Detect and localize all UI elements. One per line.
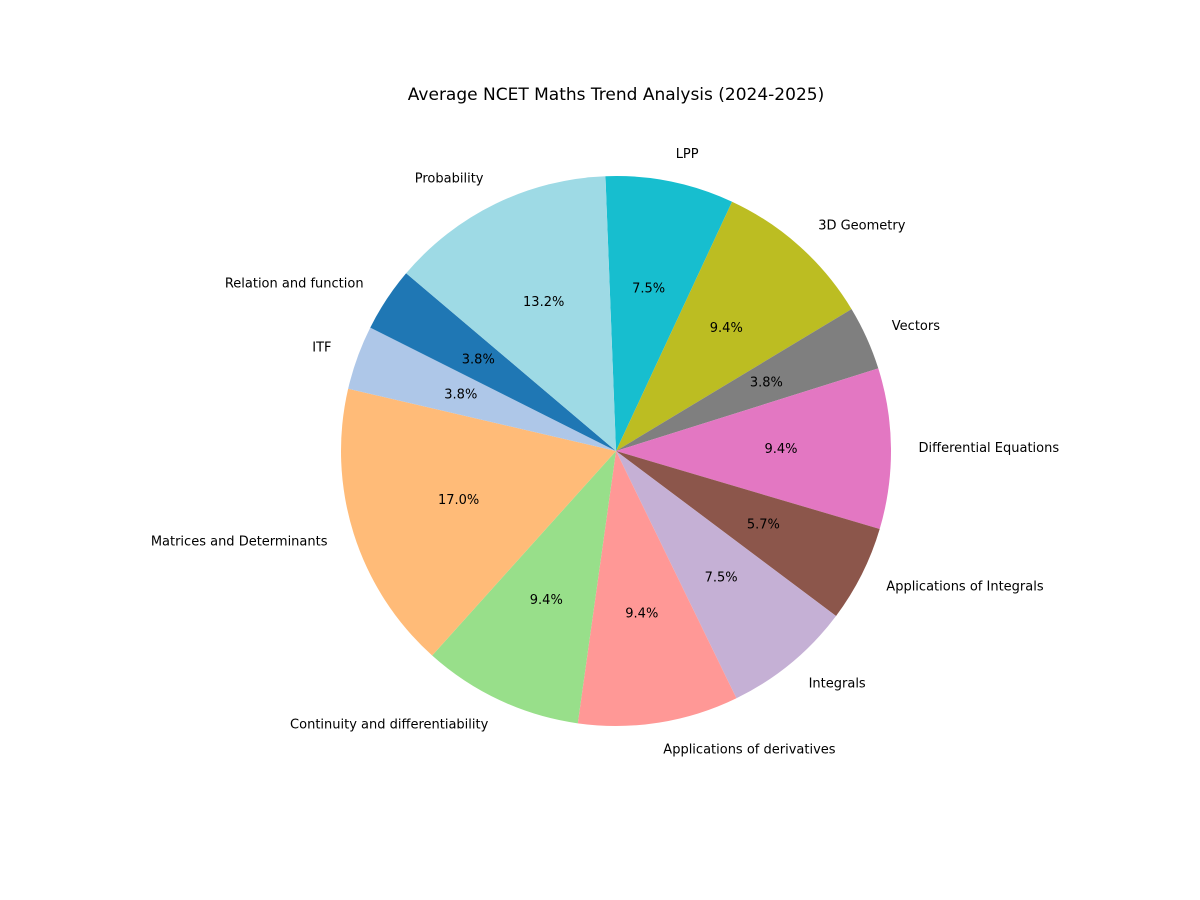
- pie-slice-0: [605, 175, 733, 451]
- pie-pct-label-10: 3.8%: [462, 353, 495, 368]
- pie-slice-name-3: Differential Equations: [919, 441, 1060, 456]
- pie-slice-11: [406, 176, 616, 451]
- pie-slice-name-4: Applications of Integrals: [886, 579, 1044, 594]
- pie-pct-label-0: 7.5%: [632, 282, 665, 297]
- pie-slice-name-0: LPP: [676, 147, 699, 162]
- pie-slice-8: [341, 388, 616, 656]
- pie-slice-6: [577, 451, 737, 727]
- pie-slice-name-1: 3D Geometry: [818, 219, 906, 234]
- pie-slice-name-5: Integrals: [809, 677, 866, 692]
- pie-pct-label-6: 9.4%: [625, 607, 658, 622]
- pie-pct-label-9: 3.8%: [444, 387, 477, 402]
- pie-slice-3: [616, 368, 891, 530]
- pie-slice-name-10: Relation and function: [225, 277, 364, 292]
- pie-slice-4: [616, 451, 880, 616]
- pie-slice-name-7: Continuity and differentiability: [290, 718, 489, 733]
- pie-pct-label-5: 7.5%: [705, 571, 738, 586]
- pie-slice-5: [616, 451, 837, 699]
- pie-pct-label-3: 9.4%: [764, 442, 797, 457]
- pie-slice-1: [616, 201, 852, 451]
- pie-slice-7: [432, 451, 616, 724]
- pie-slice-10: [370, 273, 616, 451]
- pie-pct-label-2: 3.8%: [750, 376, 783, 391]
- pie-pct-label-1: 9.4%: [710, 321, 743, 336]
- pie-pct-label-7: 9.4%: [530, 593, 563, 608]
- pie-pct-label-8: 17.0%: [438, 493, 479, 508]
- pie-slice-name-2: Vectors: [892, 319, 940, 334]
- pie-slice-name-8: Matrices and Determinants: [151, 534, 328, 549]
- pie-slice-2: [616, 309, 879, 451]
- pie-slice-name-6: Applications of derivatives: [663, 742, 835, 757]
- chart-title: Average NCET Maths Trend Analysis (2024-…: [407, 85, 825, 105]
- pie-pct-label-11: 13.2%: [523, 295, 564, 310]
- pie-slice-9: [348, 327, 616, 451]
- pie-pct-label-4: 5.7%: [747, 518, 780, 533]
- pie-slice-name-9: ITF: [312, 341, 331, 356]
- pie-slice-name-11: Probability: [415, 172, 484, 187]
